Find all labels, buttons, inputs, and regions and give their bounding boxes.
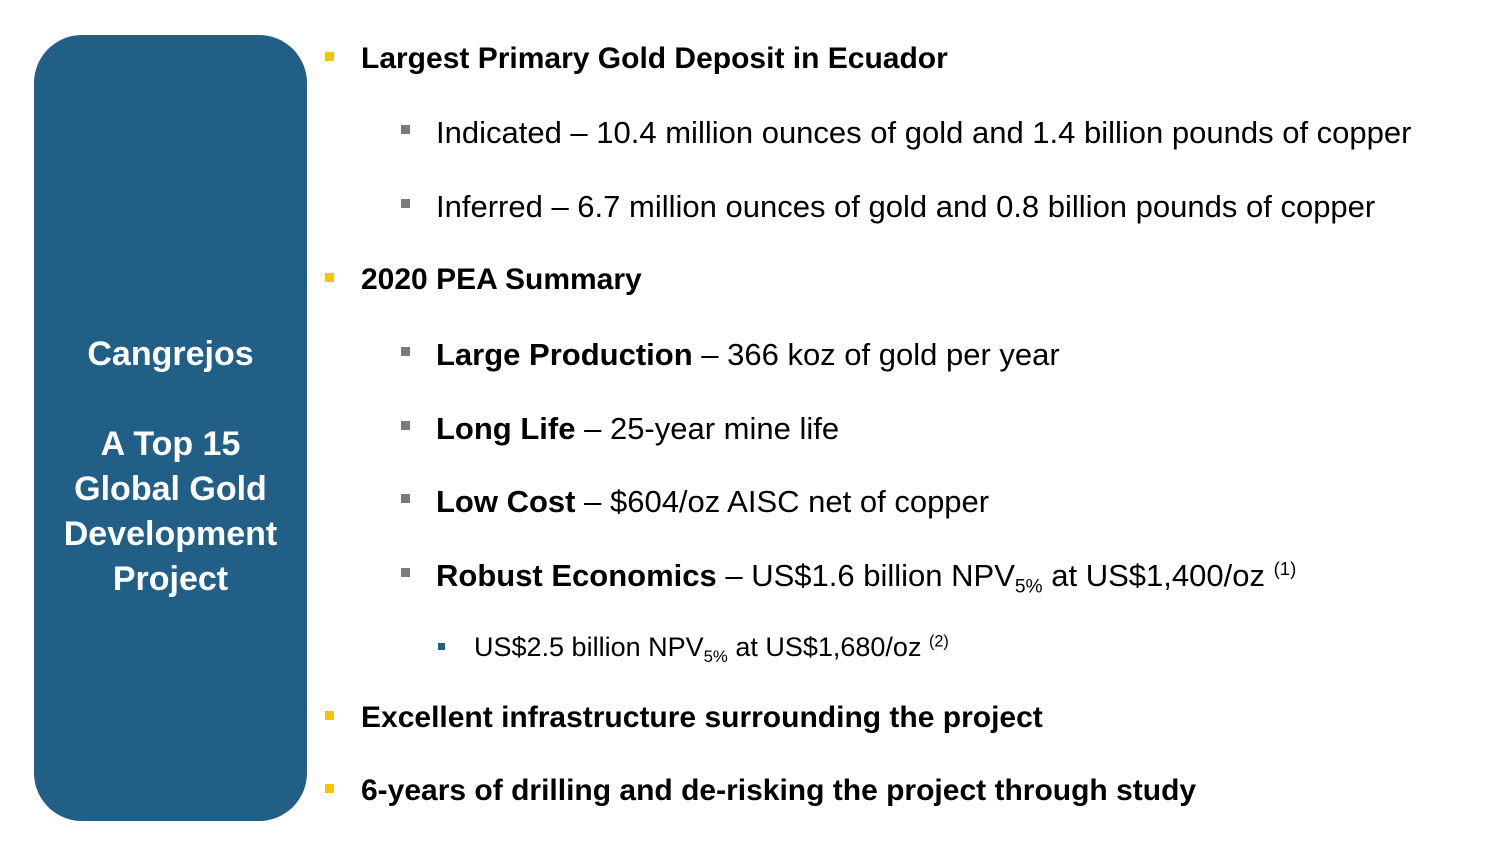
side-panel: Cangrejos A Top 15 Global Gold Developme…	[34, 35, 307, 821]
tagline-line-3: Development	[63, 515, 278, 553]
bullet-indicated: Indicated – 10.4 million ounces of gold …	[436, 115, 1412, 150]
bullet-square-icon	[325, 784, 334, 793]
project-tagline: A Top 15 Global Gold Development Project	[34, 422, 307, 602]
bullet-detail: – 25-year mine life	[575, 411, 840, 446]
bullet-long-life: Long Life – 25-year mine life	[436, 410, 839, 448]
bullet-square-icon	[401, 199, 410, 208]
project-name: Cangrejos	[87, 335, 254, 373]
footnote-ref: (2)	[928, 632, 949, 651]
npv-subscript: 5%	[1014, 576, 1043, 598]
tagline-line-4: Project	[112, 560, 229, 598]
tagline-line-1: A Top 15	[100, 425, 241, 463]
bullet-square-icon	[325, 273, 334, 282]
footnote-ref: (1)	[1273, 557, 1297, 579]
bullet-square-icon	[401, 125, 410, 134]
bullet-square-icon	[401, 568, 410, 577]
bullet-infrastructure: Excellent infrastructure surrounding the…	[361, 701, 1043, 734]
bullet-drilling: 6-years of drilling and de-risking the p…	[361, 774, 1197, 807]
bullet-label: Long Life	[436, 411, 576, 446]
npv-subscript: 5%	[703, 646, 728, 666]
bullet-robust-economics: Robust Economics – US$1.6 billion NPV5% …	[436, 557, 1297, 598]
bullet-label: Low Cost	[436, 484, 576, 519]
bullet-large-production: Large Production – 366 koz of gold per y…	[436, 336, 1060, 374]
bullet-square-icon	[438, 643, 445, 650]
bullet-square-icon	[325, 52, 334, 61]
bullet-square-icon	[325, 711, 334, 720]
bullet-largest-deposit: Largest Primary Gold Deposit in Ecuador	[361, 42, 948, 75]
bullet-detail: – $604/oz AISC net of copper	[575, 484, 990, 519]
bullet-detail-price: at US$1,680/oz	[727, 632, 929, 662]
bullet-detail-price: at US$1,400/oz	[1042, 558, 1274, 593]
bullet-low-cost: Low Cost – $604/oz AISC net of copper	[436, 483, 989, 521]
tagline-line-2: Global Gold	[74, 470, 267, 508]
bullet-detail: US$2.5 billion NPV	[474, 632, 704, 662]
bullet-label: Large Production	[436, 337, 693, 372]
bullet-square-icon	[401, 494, 410, 503]
bullet-square-icon	[401, 421, 410, 430]
bullet-detail: – US$1.6 billion NPV	[716, 558, 1015, 593]
bullet-npv-alt: US$2.5 billion NPV5% at US$1,680/oz (2)	[474, 630, 949, 666]
bullet-inferred: Inferred – 6.7 million ounces of gold an…	[436, 189, 1376, 224]
bullet-detail: – 366 koz of gold per year	[692, 337, 1060, 372]
bullet-label: Robust Economics	[436, 558, 717, 593]
bullet-square-icon	[401, 347, 410, 356]
bullet-pea-summary: 2020 PEA Summary	[361, 263, 642, 296]
